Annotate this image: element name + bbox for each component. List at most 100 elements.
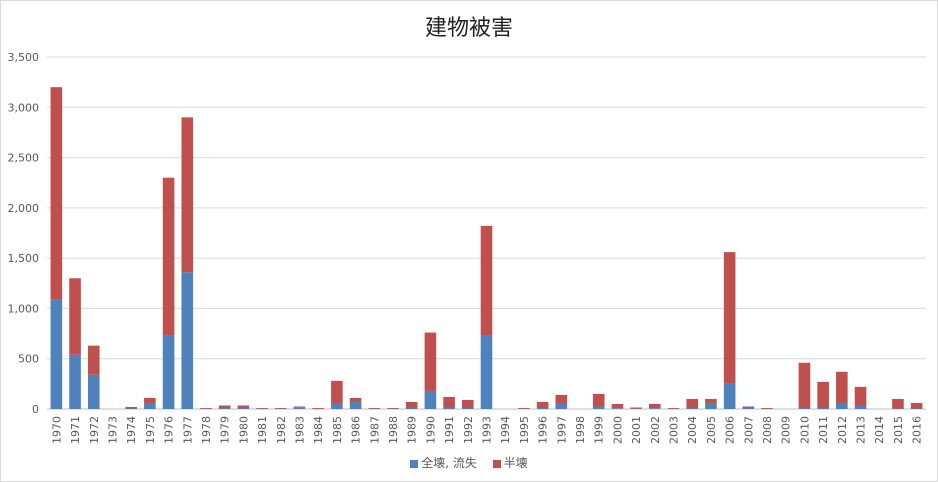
x-tick-label: 1994 [499, 416, 512, 444]
y-tick-label: 2,000 [8, 202, 40, 215]
legend-label: 半壊 [503, 456, 528, 470]
bar-half-collapse-2000 [611, 403, 624, 409]
x-tick-label: 1985 [331, 416, 344, 444]
y-tick-label: 1,000 [8, 302, 40, 315]
bar-half-collapse-2001 [630, 407, 642, 409]
bar-total-collapse-2000 [611, 408, 624, 409]
bar-total-collapse-1986 [349, 401, 362, 409]
x-tick-label: 1997 [555, 416, 568, 444]
bar-half-collapse-1991 [443, 396, 455, 408]
x-tick-label: 1978 [200, 416, 213, 444]
bar-total-collapse-2016 [910, 408, 923, 409]
x-tick-label: 1987 [368, 416, 381, 444]
bar-half-collapse-1992 [462, 399, 474, 408]
bar-half-collapse-1988 [387, 407, 399, 409]
x-tick-label: 1986 [350, 416, 363, 444]
bar-total-collapse-2006 [723, 383, 736, 409]
bar-half-collapse-1996 [536, 401, 549, 408]
x-tick-label: 1982 [275, 416, 288, 444]
x-tick-label: 1974 [125, 416, 138, 444]
bar-half-collapse-1985 [331, 380, 343, 404]
bar-half-collapse-1972 [87, 345, 100, 375]
bar-total-collapse-2002 [649, 408, 661, 409]
x-tick-label: 2014 [873, 416, 886, 444]
legend-swatch [410, 459, 419, 468]
x-tick-label: 1998 [574, 416, 587, 444]
x-tick-label: 1995 [518, 416, 531, 444]
x-tick-label: 1970 [50, 416, 63, 444]
bar-half-collapse-2003 [667, 407, 680, 409]
bar-total-collapse-1979 [218, 407, 231, 409]
x-tick-label: 1991 [443, 416, 456, 444]
y-tick-label: 3,500 [8, 51, 40, 64]
x-tick-label: 1979 [219, 416, 232, 444]
legend-label: 全壊, 流失 [421, 456, 477, 470]
x-tick-label: 1977 [181, 416, 194, 444]
bar-half-collapse-1980 [237, 405, 250, 408]
bar-half-collapse-1971 [69, 278, 81, 355]
x-tick-label: 2004 [686, 416, 699, 444]
bar-half-collapse-2008 [761, 407, 773, 409]
x-tick-label: 1988 [387, 416, 400, 444]
bar-total-collapse-1997 [555, 403, 568, 409]
x-tick-label: 1984 [312, 416, 325, 444]
x-tick-label: 1989 [406, 416, 419, 444]
bars [50, 87, 923, 409]
bar-total-collapse-1976 [162, 335, 175, 409]
x-tick-label: 2000 [611, 416, 624, 444]
x-tick-label: 2006 [724, 416, 737, 444]
x-tick-label: 1990 [424, 416, 437, 444]
bar-half-collapse-1983 [293, 406, 306, 408]
x-tick-label: 2010 [798, 416, 811, 444]
x-tick-label: 2002 [649, 416, 662, 444]
bar-half-collapse-2002 [649, 403, 661, 409]
x-tick-label: 1976 [163, 416, 176, 444]
bar-half-collapse-1993 [480, 225, 493, 336]
bar-half-collapse-1987 [368, 407, 381, 409]
y-tick-label: 2,500 [8, 152, 40, 165]
x-tick-label: 2016 [911, 416, 924, 444]
bar-total-collapse-1972 [87, 374, 100, 409]
bar-half-collapse-1975 [144, 397, 156, 403]
bar-total-collapse-2010 [798, 407, 811, 409]
bar-total-collapse-1971 [69, 354, 81, 409]
x-tick-label: 2001 [630, 416, 643, 444]
x-tick-label: 2008 [761, 416, 774, 444]
bar-total-collapse-2005 [705, 402, 717, 409]
bar-total-collapse-1977 [181, 272, 194, 409]
bar-half-collapse-1978 [200, 407, 212, 409]
bar-half-collapse-1977 [181, 117, 194, 273]
bar-total-collapse-2007 [742, 407, 755, 409]
bar-half-collapse-2012 [836, 371, 848, 403]
bar-total-collapse-1993 [480, 335, 493, 409]
chart-title: 建物被害 [424, 16, 513, 41]
x-tick-label: 2013 [855, 416, 868, 444]
x-tick-label: 1983 [293, 416, 306, 444]
bar-total-collapse-2011 [817, 407, 829, 409]
bar-total-collapse-1983 [293, 407, 306, 409]
bar-half-collapse-2010 [798, 362, 811, 408]
x-tick-label: 2012 [836, 416, 849, 444]
legend-swatch [492, 459, 501, 468]
bar-half-collapse-2011 [817, 381, 829, 408]
bar-total-collapse-1999 [592, 406, 605, 409]
x-tick-label: 1973 [106, 416, 119, 444]
bar-total-collapse-1989 [405, 407, 418, 409]
y-tick-label: 0 [32, 403, 39, 416]
bar-half-collapse-1982 [274, 407, 287, 409]
x-tick-label: 1972 [88, 416, 101, 444]
y-tick-label: 1,500 [8, 252, 40, 265]
bar-total-collapse-1970 [50, 299, 63, 409]
bar-half-collapse-2016 [910, 402, 923, 409]
bar-total-collapse-1996 [536, 407, 549, 409]
legend-item-series-1: 半壊 [492, 454, 528, 471]
x-tick-label: 2005 [705, 416, 718, 444]
x-tick-label: 2009 [780, 416, 793, 444]
bar-total-collapse-1980 [237, 407, 250, 409]
bar-half-collapse-2005 [705, 398, 717, 403]
bar-half-collapse-2004 [686, 398, 699, 408]
bar-total-collapse-2004 [686, 407, 699, 409]
y-axis-ticks: 0 500 1,000 1,500 2,000 2,500 3,000 3,500 [8, 51, 40, 416]
x-tick-label: 2003 [668, 416, 681, 444]
